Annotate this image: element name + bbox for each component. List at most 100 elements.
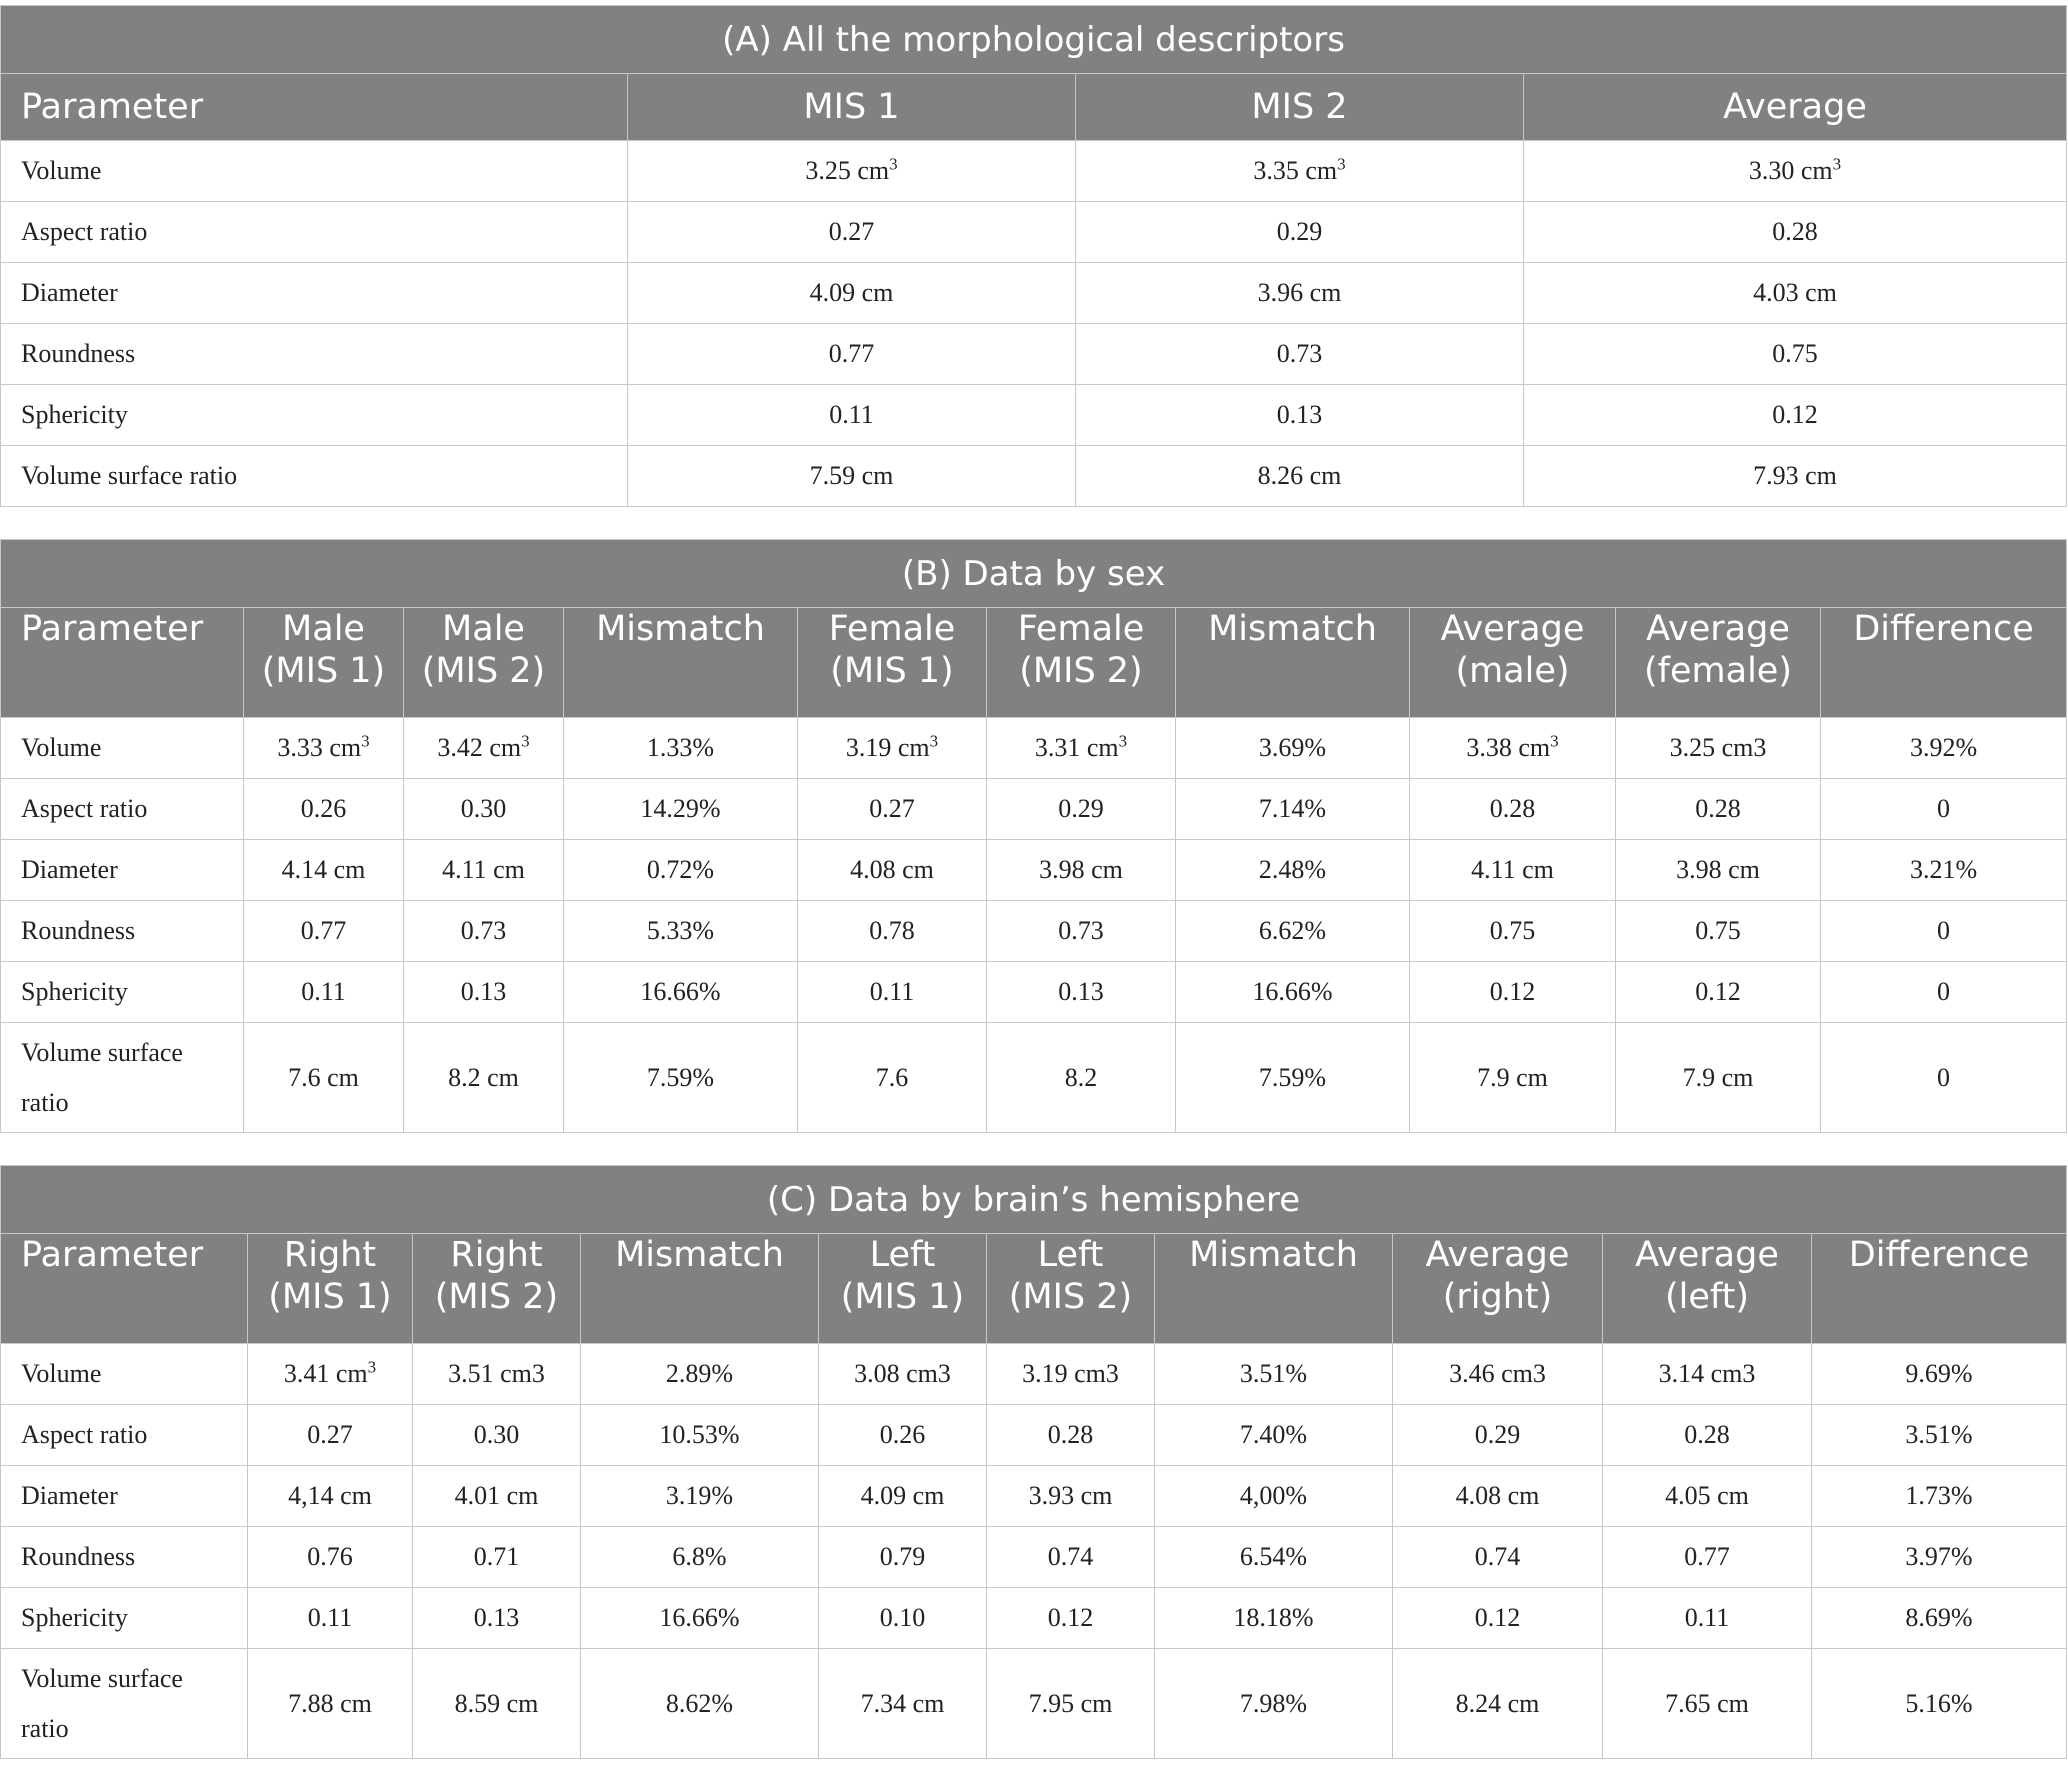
- column-header: Female (MIS 2): [986, 607, 1176, 718]
- table-row: Aspect ratio 0.27 0.30 10.53% 0.26 0.28 7.40% 0…: [0, 1404, 2068, 1466]
- table-cell: 3.19 cm3: [986, 1343, 1155, 1405]
- table-cell: 3.46 cm3: [1392, 1343, 1603, 1405]
- table-cell: 0.26: [818, 1404, 987, 1466]
- table-cell: 0.13: [412, 1587, 581, 1649]
- table-cell: 0.13: [1075, 384, 1524, 446]
- table-cell: 8.2: [986, 1022, 1176, 1133]
- table-cell: 4.09 cm: [818, 1465, 987, 1527]
- column-header: Mismatch: [580, 1233, 819, 1344]
- table-cell: 16.66%: [563, 961, 798, 1023]
- column-header: Mismatch: [1154, 1233, 1393, 1344]
- table-cell: 3.38 cm3: [1409, 717, 1616, 779]
- table-row: Volume surface ratio 7.6 cm 8.2 cm 7.59% 7.6 8…: [0, 1022, 2068, 1133]
- table-cell: 4.14 cm: [243, 839, 404, 901]
- column-header: Average (right): [1392, 1233, 1603, 1344]
- column-header: Parameter: [0, 1233, 248, 1344]
- table-cell: 6.62%: [1175, 900, 1410, 962]
- row-label: Sphericity: [0, 961, 244, 1023]
- table-row: Aspect ratio 0.26 0.30 14.29% 0.27 0.29 7.14% 0…: [0, 778, 2068, 840]
- table-cell: 7.88 cm: [247, 1648, 413, 1759]
- table-cell: 3.19%: [580, 1465, 819, 1527]
- table-cell: 3.21%: [1819, 839, 2068, 901]
- table-cell: 0.11: [1602, 1587, 1812, 1649]
- table-cell: 0.11: [247, 1587, 413, 1649]
- table-row: Roundness 0.77 0.73 5.33% 0.78 0.73 6.62% 0.75 0…: [0, 900, 2068, 962]
- column-header: Right (MIS 2): [412, 1233, 581, 1344]
- table-row: Volume 3.41 cm3 3.51 cm3 2.89% 3.08 cm3 3.19 …: [0, 1343, 2068, 1405]
- row-label: Diameter: [0, 262, 628, 324]
- table-cell: 0.29: [986, 778, 1176, 840]
- table-cell: 0: [1819, 778, 2068, 840]
- column-header: Mismatch: [563, 607, 798, 718]
- table-cell: 4,00%: [1154, 1465, 1393, 1527]
- table-caption: (C) Data by brain’s hemisphere: [0, 1165, 2068, 1234]
- table-row: Diameter 4,14 cm 4.01 cm 3.19% 4.09 cm 3.93 c…: [0, 1465, 2068, 1527]
- table-cell: 0.30: [403, 778, 564, 840]
- table-cell: 0.10: [818, 1587, 987, 1649]
- table-cell: 0.11: [243, 961, 404, 1023]
- table-cell: 7.6: [797, 1022, 987, 1133]
- table-cell: 16.66%: [1175, 961, 1410, 1023]
- table-cell: 3.14 cm3: [1602, 1343, 1812, 1405]
- table-cell: 0.77: [627, 323, 1076, 385]
- table-cell: 8.59 cm: [412, 1648, 581, 1759]
- column-header: Left (MIS 2): [986, 1233, 1155, 1344]
- table-cell: 8.62%: [580, 1648, 819, 1759]
- table-cell: 4.11 cm: [403, 839, 564, 901]
- table-cell: 4,14 cm: [247, 1465, 413, 1527]
- table-cell: 0.75: [1615, 900, 1821, 962]
- table-cell: 0.13: [403, 961, 564, 1023]
- table-cell: 0: [1819, 961, 2068, 1023]
- table-cell: 1.33%: [563, 717, 798, 779]
- table-cell: 0.71: [412, 1526, 581, 1588]
- table-cell: 3.19 cm3: [797, 717, 987, 779]
- table-cell: 7.93 cm: [1522, 445, 2068, 507]
- table-cell: 0.77: [1602, 1526, 1812, 1588]
- table-cell: 4.08 cm: [1392, 1465, 1603, 1527]
- table-cell: 0.78: [797, 900, 987, 962]
- table-cell: 0.73: [1075, 323, 1524, 385]
- table-cell: 8.26 cm: [1075, 445, 1524, 507]
- row-label: Volume: [0, 1343, 248, 1405]
- table-cell: 0: [1819, 1022, 2068, 1133]
- table-row: Volume 3.33 cm3 3.42 cm3 1.33% 3.19 cm3 3.31 …: [0, 717, 2068, 779]
- table-cell: 4.09 cm: [627, 262, 1076, 324]
- table-cell: 0.28: [1602, 1404, 1812, 1466]
- table-cell: 0.77: [243, 900, 404, 962]
- table-cell: 3.69%: [1175, 717, 1410, 779]
- table-cell: 4.11 cm: [1409, 839, 1616, 901]
- table-cell: 0.75: [1409, 900, 1616, 962]
- table-cell: 3.98 cm: [1615, 839, 1821, 901]
- row-label: Sphericity: [0, 384, 628, 446]
- row-label: Sphericity: [0, 1587, 248, 1649]
- table-cell: 7.65 cm: [1602, 1648, 1812, 1759]
- row-label: Roundness: [0, 900, 244, 962]
- table-row: Sphericity 0.11 0.13 16.66% 0.11 0.13 16.66% 0.…: [0, 961, 2068, 1023]
- table-cell: 4.01 cm: [412, 1465, 581, 1527]
- table-row: Diameter 4.09 cm 3.96 cm 4.03 cm: [0, 262, 2068, 324]
- table-cell: 5.16%: [1810, 1648, 2068, 1759]
- table-all-descriptors: (A) All the morphological descriptors Par…: [0, 5, 2068, 507]
- table-caption: (A) All the morphological descriptors: [0, 5, 2068, 74]
- table-cell: 10.53%: [580, 1404, 819, 1466]
- table-row: Sphericity 0.11 0.13 0.12: [0, 384, 2068, 446]
- table-cell: 0.11: [797, 961, 987, 1023]
- table-row: Volume 3.25 cm3 3.35 cm3 3.30 cm3: [0, 140, 2068, 202]
- column-header: Parameter: [0, 607, 244, 718]
- table-cell: 0.27: [627, 201, 1076, 263]
- table-cell: 3.25 cm3: [1615, 717, 1821, 779]
- table-cell: 0.12: [1409, 961, 1616, 1023]
- row-label: Aspect ratio: [0, 778, 244, 840]
- table-cell: 0.26: [243, 778, 404, 840]
- table-cell: 9.69%: [1810, 1343, 2068, 1405]
- table-caption: (B) Data by sex: [0, 539, 2068, 608]
- table-cell: 4.03 cm: [1522, 262, 2068, 324]
- column-header: Left (MIS 1): [818, 1233, 987, 1344]
- table-cell: 0.74: [1392, 1526, 1603, 1588]
- table-cell: 7.59 cm: [627, 445, 1076, 507]
- table-by-hemisphere: (C) Data by brain’s hemisphere Parameter R…: [0, 1165, 2068, 1759]
- table-cell: 7.98%: [1154, 1648, 1393, 1759]
- table-cell: 0.28: [1522, 201, 2068, 263]
- table-row: Roundness 0.76 0.71 6.8% 0.79 0.74 6.54% 0.74 0.…: [0, 1526, 2068, 1588]
- table-cell: 0: [1819, 900, 2068, 962]
